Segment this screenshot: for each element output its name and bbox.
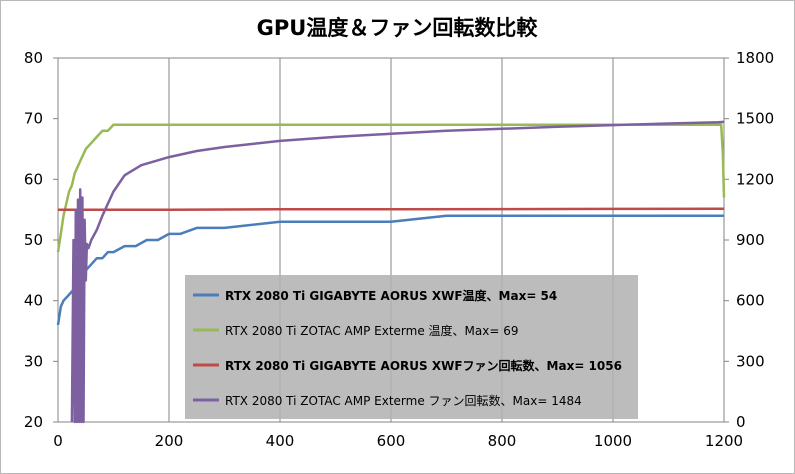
x-tick-label: 200 [155,432,184,450]
y2-tick-label: 1500 [736,110,774,128]
legend-box [185,275,638,419]
y-axis-ticks: 20 30 40 50 60 70 80 [24,49,58,431]
y2-tick-label: 1800 [736,49,774,67]
y2-tick-label: 600 [736,292,765,310]
y-tick-label: 70 [24,110,43,128]
y2-tick-label: 300 [736,352,765,370]
y-tick-label: 40 [24,292,43,310]
series-line-4 [70,120,725,424]
y2-tick-label: 0 [736,413,746,431]
x-tick-label: 600 [377,432,406,450]
legend-label-4: RTX 2080 Ti ZOTAC AMP Exterme ファン回転数、Max… [225,393,582,408]
legend: RTX 2080 Ti GIGABYTE AORUS XWF温度、Max= 54… [185,275,638,419]
x-tick-label: 1000 [594,432,632,450]
x-tick-label: 800 [488,432,517,450]
series-line-3 [58,207,725,211]
y-tick-label: 80 [24,49,43,67]
y-tick-label: 20 [24,413,43,431]
x-tick-label: 0 [53,432,63,450]
legend-label-2: RTX 2080 Ti ZOTAC AMP Exterme 温度、Max= 69 [225,323,519,338]
y2-axis-ticks: 0 300 600 900 1200 1500 1800 [724,49,774,431]
y-tick-label: 30 [24,352,43,370]
y-tick-label: 60 [24,170,43,188]
chart-title: GPU温度＆ファン回転数比較 [257,16,539,40]
y2-tick-label: 900 [736,231,765,249]
x-tick-label: 1200 [705,432,743,450]
x-tick-label: 400 [266,432,295,450]
y2-tick-label: 1200 [736,170,774,188]
legend-label-3: RTX 2080 Ti GIGABYTE AORUS XWFファン回転数、Max… [225,358,622,373]
legend-label-1: RTX 2080 Ti GIGABYTE AORUS XWF温度、Max= 54 [225,288,557,303]
y-tick-label: 50 [24,231,43,249]
x-axis-ticks: 0 200 400 600 800 1000 1200 [53,432,743,450]
series-lines [56,120,726,424]
